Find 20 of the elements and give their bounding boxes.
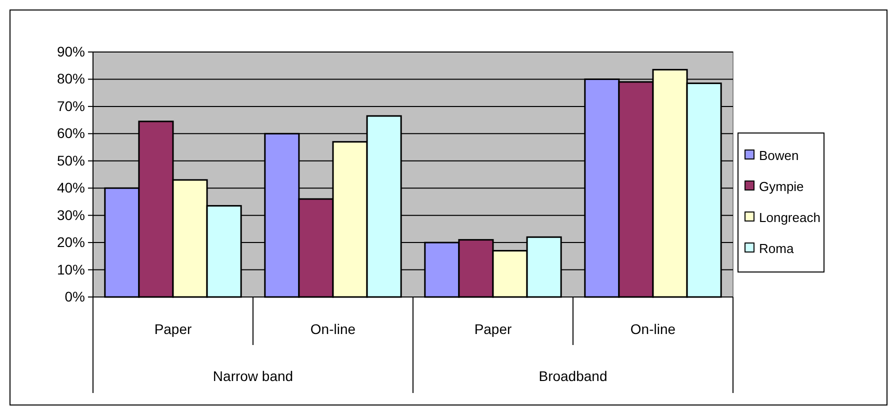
text: Narrow band [212,368,294,384]
y-tick-label: 80% [56,70,85,87]
x-tick-label: On-line [630,321,676,337]
y-tick-label: 90% [56,43,85,60]
legend-label: Roma [759,241,794,256]
y-tick-label: 70% [56,98,85,114]
y-tick-label: 10% [56,261,85,278]
y-tick-label: 50% [56,152,85,168]
x-tick-label: On-line [310,321,356,337]
text: Broadband [538,368,608,384]
y-tick-label: 0% [64,288,85,304]
y-tick-label: 20% [56,234,85,250]
legend-label: Bowen [759,148,799,163]
legend-label: Longreach [759,210,820,225]
x-tick-label: Paper [474,321,512,337]
x-tick-label: Paper [154,321,192,337]
y-tick-label: 60% [56,125,85,142]
y-tick-label: 40% [56,180,85,196]
y-tick-label: 30% [56,206,85,223]
legend-label: Gympie [759,179,804,194]
